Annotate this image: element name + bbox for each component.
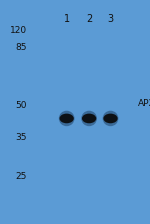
Ellipse shape	[103, 111, 118, 126]
Text: 35: 35	[15, 133, 27, 142]
Ellipse shape	[103, 114, 118, 123]
Ellipse shape	[59, 111, 75, 126]
Ellipse shape	[81, 111, 97, 126]
Text: 2: 2	[86, 14, 92, 24]
Ellipse shape	[82, 114, 96, 123]
Text: 120: 120	[10, 26, 27, 35]
Text: 85: 85	[15, 43, 27, 52]
Text: 1: 1	[64, 14, 70, 24]
Text: 50: 50	[15, 101, 27, 110]
Text: AP2M1: AP2M1	[138, 99, 150, 108]
Ellipse shape	[60, 114, 74, 123]
Text: 25: 25	[16, 172, 27, 181]
Text: 3: 3	[107, 14, 114, 24]
